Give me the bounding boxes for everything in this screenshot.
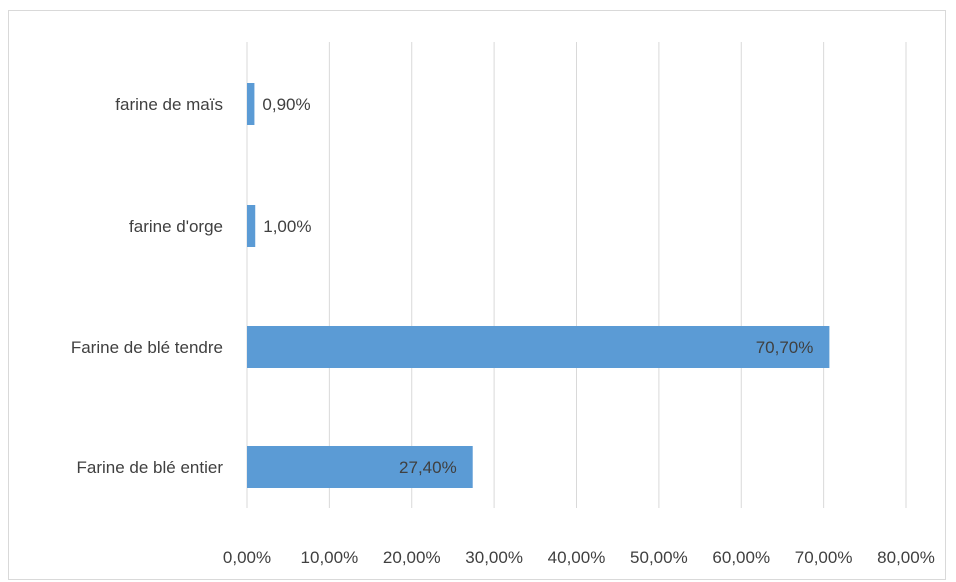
x-tick-label: 10,00% <box>301 548 359 567</box>
x-tick-label: 0,00% <box>223 548 271 567</box>
x-tick-label: 70,00% <box>795 548 853 567</box>
data-label: 0,90% <box>262 95 310 114</box>
category-label: farine d'orge <box>129 217 223 236</box>
category-label: Farine de blé entier <box>77 458 224 477</box>
bar <box>247 205 256 247</box>
x-tick-label: 60,00% <box>712 548 770 567</box>
data-label: 70,70% <box>756 338 814 357</box>
x-tick-label: 80,00% <box>877 548 935 567</box>
bar <box>247 446 473 488</box>
chart-frame <box>8 10 946 580</box>
labels: 0,00% 10,00% 20,00% 30,00% 40,00% 50,00% 60,00… <box>71 95 935 567</box>
x-tick-label: 50,00% <box>630 548 688 567</box>
bars <box>247 83 830 488</box>
bar <box>247 83 255 125</box>
bar <box>247 326 830 368</box>
x-tick-label: 20,00% <box>383 548 441 567</box>
category-label: Farine de blé tendre <box>71 338 223 357</box>
grid-lines <box>246 42 907 508</box>
data-label: 1,00% <box>263 217 311 236</box>
x-tick-label: 30,00% <box>465 548 523 567</box>
x-tick-label: 40,00% <box>548 548 606 567</box>
category-label: farine de maïs <box>115 95 223 114</box>
data-label: 27,40% <box>399 458 457 477</box>
